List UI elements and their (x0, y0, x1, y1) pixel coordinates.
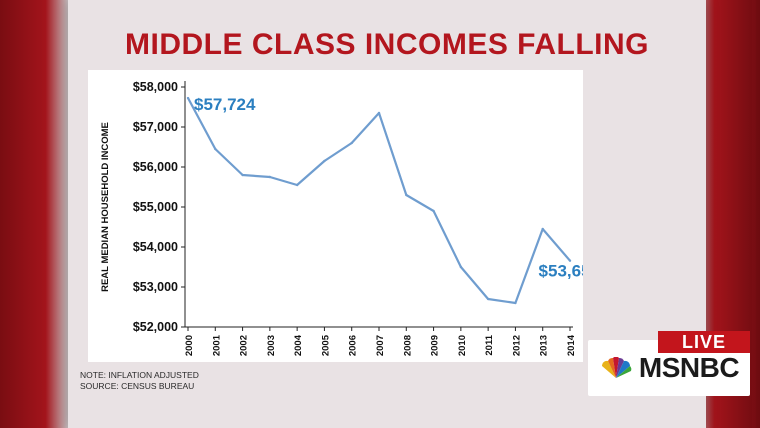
x-tick-label: 2013 (539, 335, 550, 356)
y-tick-label: $57,000 (133, 120, 178, 134)
data-point (268, 175, 272, 179)
x-tick-label: 2005 (320, 334, 331, 356)
data-point (568, 259, 572, 262)
callout-start-value: $57,724 (194, 95, 256, 114)
y-tick-label: $55,000 (133, 200, 178, 214)
x-tick-label: 2011 (484, 334, 495, 355)
data-point (432, 209, 435, 213)
data-point (323, 159, 326, 163)
y-tick-label: $52,000 (133, 320, 178, 334)
y-tick-label: $56,000 (133, 160, 178, 174)
headline: MIDDLE CLASS INCOMES FALLING (125, 28, 649, 61)
x-tick-label: 2014 (566, 334, 577, 356)
data-point (459, 265, 463, 269)
x-tick-label: 2002 (239, 335, 250, 356)
peacock-icon (601, 357, 632, 378)
data-point (214, 147, 217, 151)
x-tick-label: 2003 (266, 335, 277, 356)
income-series-line (187, 97, 571, 305)
data-point (486, 297, 490, 301)
data-point (295, 183, 299, 187)
y-tick-label: $54,000 (133, 240, 178, 254)
msnbc-logo-text: MSNBC (638, 352, 740, 383)
chart-panel (88, 70, 583, 362)
line-chart: $52,000 $53,000 $54,000 $55,000 $56,000 $57,0… (100, 80, 583, 356)
y-tick-label: $58,000 (133, 80, 178, 94)
chart-notes: NOTE: INFLATION ADJUSTED SOURCE: CENSUS … (80, 370, 199, 392)
data-point (541, 227, 544, 231)
y-tick-label: $53,000 (133, 280, 178, 294)
data-point (514, 301, 517, 305)
x-tick-label: 2007 (375, 335, 386, 356)
x-tick-label: 2006 (348, 335, 359, 356)
data-point (405, 193, 408, 197)
x-tick-label: 2004 (293, 334, 304, 356)
x-tick-label: 2009 (430, 335, 441, 356)
data-point (350, 141, 353, 145)
x-tick-label: 2001 (211, 334, 222, 356)
data-point (241, 173, 244, 177)
y-axis-title: REAL MEDIAN HOUSEHOLD INCOME (100, 122, 111, 292)
data-point (377, 111, 381, 115)
x-tick-label: 2012 (511, 335, 522, 356)
callout-end-value: $53,657 (539, 262, 583, 281)
data-point (186, 96, 190, 100)
x-tick-label: 2000 (184, 335, 195, 356)
x-tick-label: 2010 (457, 335, 468, 356)
note-inflation: NOTE: INFLATION ADJUSTED (80, 370, 199, 380)
note-source: SOURCE: CENSUS BUREAU (80, 381, 195, 391)
x-tick-label: 2008 (402, 335, 413, 356)
live-badge: LIVE (658, 331, 750, 353)
